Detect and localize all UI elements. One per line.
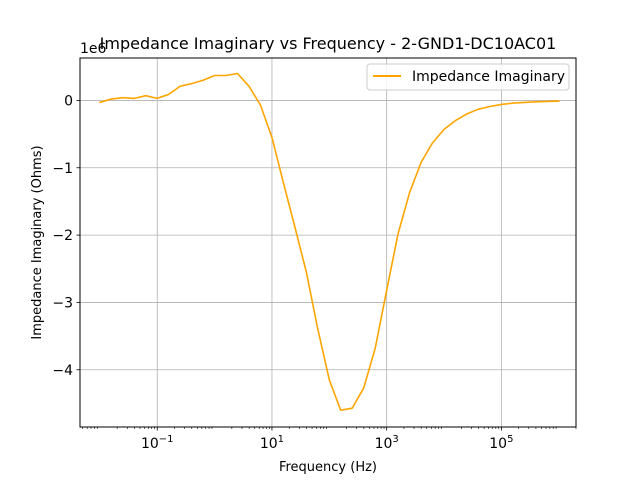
grid-lines (80, 58, 576, 427)
legend: Impedance Imaginary (366, 63, 570, 91)
y-offset-label: 1e6 (80, 41, 107, 57)
x-tick-label: 10−1 (141, 434, 174, 452)
y-axis-title: Impedance Imaginary (Ohms) (30, 145, 45, 339)
legend-box (366, 63, 570, 91)
x-axis-title: Frequency (Hz) (279, 460, 377, 475)
series-lines (98, 72, 560, 411)
y-tick-label: −3 (52, 295, 73, 311)
x-tick-label: 105 (489, 434, 513, 452)
plot-area-frame (79, 57, 577, 428)
y-tick-label: −2 (52, 228, 73, 244)
x-tick-label: 101 (260, 434, 284, 452)
series-line (98, 72, 560, 411)
x-tick-label: 103 (375, 434, 399, 452)
y-tick-label: 0 (64, 93, 73, 109)
axis-ticks: 10−1 101 103 105 0 −1 −2 −3 −4 (52, 93, 577, 452)
legend-label: Impedance Imaginary (412, 69, 565, 85)
y-tick-label: −4 (52, 363, 73, 379)
plot-area-background (80, 58, 576, 427)
chart-title: Impedance Imaginary vs Frequency - 2-GND… (100, 34, 557, 53)
y-tick-label: −1 (52, 161, 73, 177)
